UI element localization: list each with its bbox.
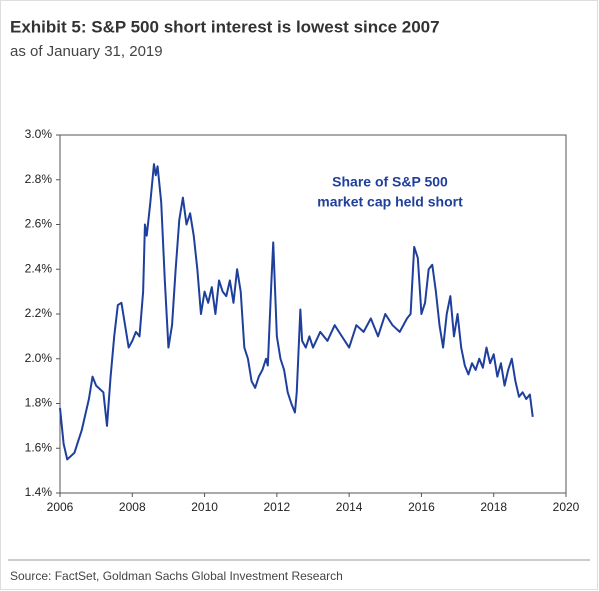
- x-tick-label: 2006: [47, 500, 74, 514]
- y-tick-label: 3.0%: [25, 127, 53, 141]
- chart-title: Exhibit 5: S&P 500 short interest is low…: [10, 17, 440, 36]
- x-tick-label: 2016: [408, 500, 435, 514]
- x-tick-label: 2008: [119, 500, 146, 514]
- y-tick-label: 1.4%: [25, 485, 53, 499]
- source: Source: FactSet, Goldman Sachs Global In…: [10, 569, 343, 583]
- x-tick-label: 2014: [336, 500, 363, 514]
- annotation: market cap held short: [317, 194, 463, 210]
- series-line: [59, 163, 534, 461]
- y-tick-label: 2.8%: [25, 172, 53, 186]
- y-tick-label: 2.4%: [25, 261, 53, 275]
- annotation: Share of S&P 500: [332, 174, 448, 190]
- chart-subtitle: as of January 31, 2019: [10, 43, 163, 60]
- x-tick-label: 2010: [191, 500, 218, 514]
- y-tick-label: 2.0%: [25, 351, 53, 365]
- y-tick-label: 1.8%: [25, 396, 53, 410]
- x-tick-label: 2018: [480, 500, 507, 514]
- y-tick-label: 2.6%: [25, 217, 53, 231]
- x-tick-label: 2020: [553, 500, 580, 514]
- y-tick-label: 2.2%: [25, 306, 53, 320]
- plot-frame: [59, 134, 567, 494]
- x-tick-label: 2012: [264, 500, 291, 514]
- y-tick-label: 1.6%: [25, 440, 53, 454]
